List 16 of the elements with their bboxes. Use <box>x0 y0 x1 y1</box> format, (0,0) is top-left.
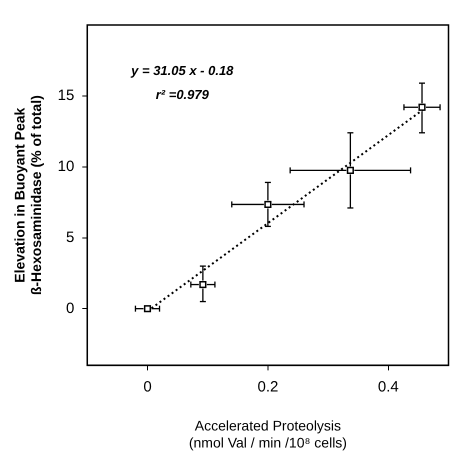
y-tick-label: 0 <box>66 300 74 317</box>
x-tick-label: 0 <box>143 378 152 396</box>
y-tick-label: 5 <box>66 228 74 246</box>
annotation: r² =0.979 <box>156 87 210 102</box>
annotation: y = 31.05 x - 0.18 <box>130 63 234 78</box>
x-tick-label: 0.4 <box>378 378 399 396</box>
point <box>144 305 152 312</box>
y-tick-label: 15 <box>58 87 74 104</box>
x-tick-label: 0.2 <box>257 378 278 396</box>
point <box>346 166 354 174</box>
point <box>264 200 272 208</box>
y-axis-title: Elevation in Buoyant Peak ß-Hexosaminidase (% of total) <box>11 95 44 296</box>
point <box>418 104 426 111</box>
point <box>199 280 206 288</box>
x-axis-title: Accelerated Proteolysis (nmol Val / min /10⁸ cells) <box>188 418 347 450</box>
y-tick-label: 10 <box>58 158 74 175</box>
